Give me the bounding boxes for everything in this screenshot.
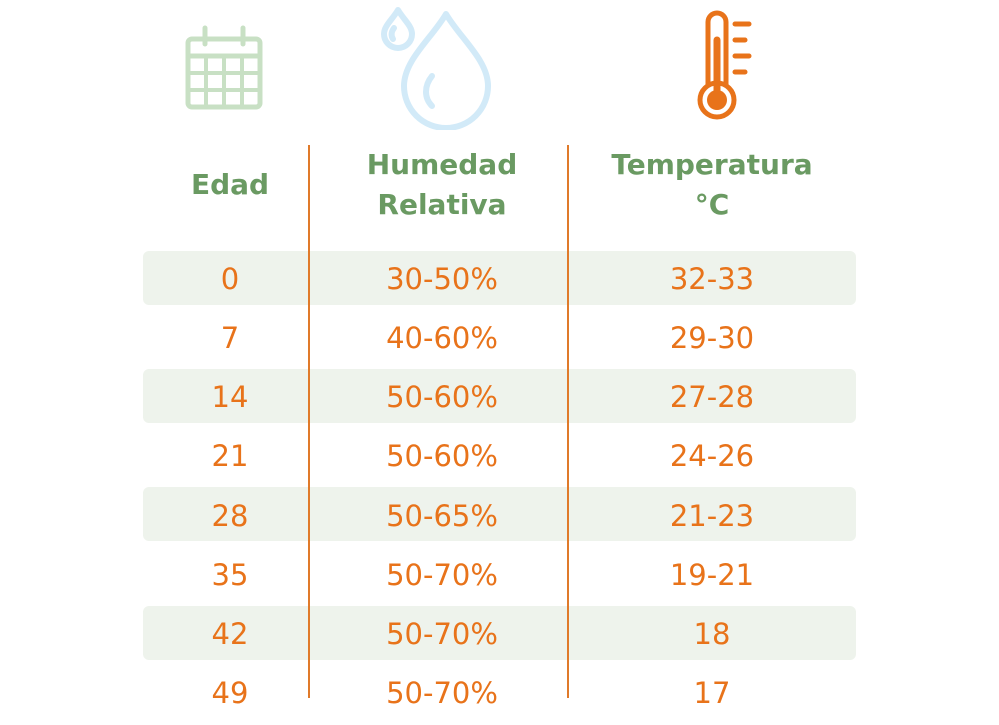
age-cell: 0	[220, 262, 240, 296]
age-cell: 7	[220, 321, 240, 355]
temperature-cell: 18	[693, 617, 731, 651]
humidity-cell: 50-70%	[386, 617, 498, 651]
humidity-cell: 50-60%	[386, 380, 498, 414]
humidity-cell: 50-70%	[386, 676, 498, 710]
age-cell: 21	[211, 439, 249, 473]
age-cell: 28	[211, 499, 249, 533]
temperature-cell: 32-33	[669, 262, 755, 296]
humidity-cell: 50-65%	[386, 499, 498, 533]
header-humidity-line2: Relativa	[377, 188, 507, 221]
row-shade-5	[143, 487, 856, 541]
age-cell: 42	[211, 617, 249, 651]
row-shade-7	[143, 606, 856, 660]
calendar-icon	[185, 25, 263, 110]
humidity-cell: 50-70%	[386, 558, 498, 592]
age-cell: 49	[211, 676, 249, 710]
column-divider-left	[308, 145, 310, 698]
row-shade-3	[143, 369, 856, 423]
header-humidity-line1: Humedad	[366, 148, 518, 181]
water-drop-icon	[381, 7, 491, 130]
temperature-cell: 27-28	[669, 380, 755, 414]
humidity-cell: 50-60%	[386, 439, 498, 473]
header-temperature: Temperatura °C	[576, 145, 848, 225]
header-humidity: Humedad Relativa	[330, 145, 554, 225]
header-age: Edad	[190, 168, 270, 201]
thermometer-icon	[697, 10, 752, 120]
age-cell: 14	[211, 380, 249, 414]
temperature-cell: 29-30	[669, 321, 755, 355]
humidity-cell: 40-60%	[386, 321, 498, 355]
humidity-cell: 30-50%	[386, 262, 498, 296]
row-shade-1	[143, 251, 856, 305]
temperature-cell: 17	[693, 676, 731, 710]
temperature-cell: 24-26	[669, 439, 755, 473]
header-temperature-line1: Temperatura	[611, 148, 813, 181]
temperature-cell: 21-23	[669, 499, 755, 533]
age-cell: 35	[211, 558, 249, 592]
header-temperature-line2: °C	[694, 188, 730, 221]
column-divider-right	[567, 145, 569, 698]
temperature-cell: 19-21	[669, 558, 755, 592]
